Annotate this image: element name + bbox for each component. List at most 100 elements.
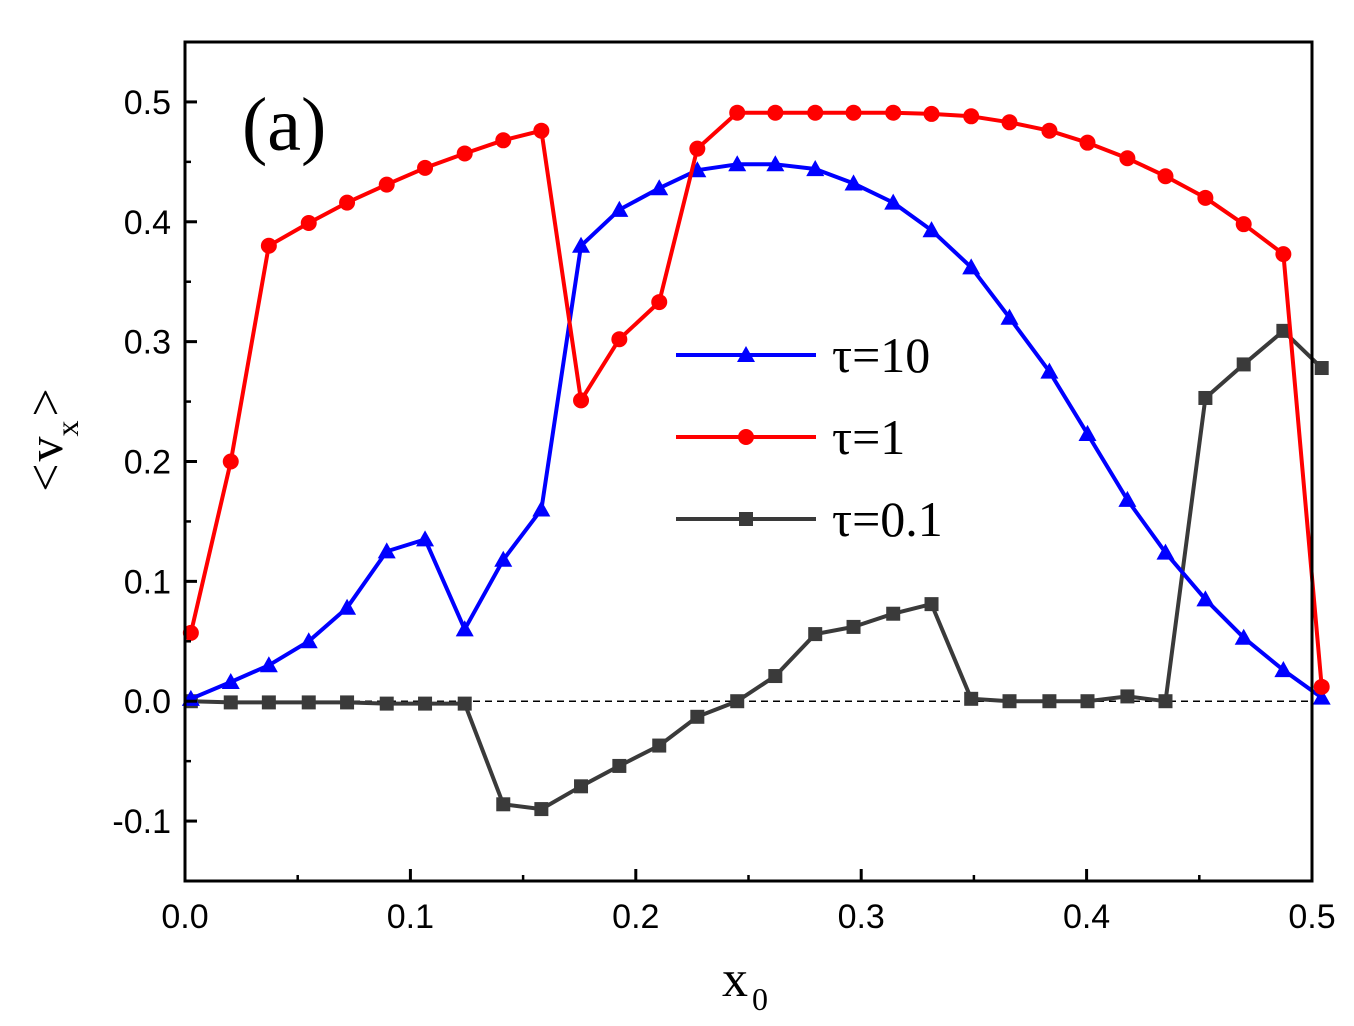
data-point — [1275, 246, 1292, 263]
series-square — [183, 323, 1329, 817]
data-point — [1041, 122, 1058, 139]
data-point — [728, 155, 747, 172]
y-axis-label-main: v — [17, 437, 73, 462]
x-axis-label-subscript: 0 — [752, 981, 768, 1017]
data-point — [1078, 424, 1097, 441]
y-axis-label-subscript: x — [49, 421, 85, 437]
data-point — [496, 797, 511, 812]
data-point — [689, 140, 706, 157]
data-point — [223, 695, 238, 710]
data-point — [379, 696, 394, 711]
data-point — [924, 597, 939, 612]
data-point — [1313, 678, 1330, 695]
data-point — [378, 176, 395, 193]
y-tick-label: 0.3 — [124, 324, 171, 362]
data-point — [1000, 308, 1019, 325]
data-point — [766, 155, 785, 172]
x-tick-label: 0.0 — [161, 898, 208, 936]
data-point — [1119, 150, 1136, 167]
x-axis-label-main: x — [722, 951, 748, 1008]
data-point — [808, 627, 823, 642]
series-circle — [182, 104, 1330, 695]
series-layer — [181, 104, 1331, 817]
data-point — [844, 174, 863, 191]
y-tick-label: 0.0 — [124, 683, 171, 721]
data-point — [767, 104, 784, 121]
data-point — [1312, 688, 1331, 705]
data-point — [1198, 390, 1213, 405]
data-point — [377, 542, 396, 559]
data-point — [534, 802, 549, 817]
data-point — [417, 159, 434, 176]
data-point — [261, 695, 276, 710]
data-point — [611, 331, 628, 348]
legend-label: τ=1 — [832, 409, 905, 465]
data-point — [300, 214, 317, 231]
data-point — [651, 294, 668, 311]
data-point — [260, 237, 277, 254]
data-point — [1236, 357, 1251, 372]
legend-item: τ=1 — [676, 409, 905, 465]
x-tick-label: 0.2 — [612, 898, 659, 936]
data-point — [457, 696, 472, 711]
data-point — [1196, 590, 1215, 607]
data-point — [845, 104, 862, 121]
plot-frame — [183, 40, 1314, 883]
data-point — [1118, 490, 1137, 507]
data-point — [301, 695, 316, 710]
data-point — [494, 550, 513, 567]
data-point — [885, 104, 902, 121]
data-point — [338, 598, 357, 615]
y-axis-label: <vx > — [17, 388, 85, 491]
x-tick-label: 0.4 — [1063, 898, 1110, 936]
data-point — [339, 194, 356, 211]
data-point — [1158, 694, 1173, 709]
data-point — [259, 656, 278, 673]
y-tick-label: 0.4 — [124, 204, 171, 242]
data-point — [495, 132, 512, 149]
data-point — [299, 632, 318, 649]
data-point — [1042, 694, 1057, 709]
data-point — [572, 236, 591, 253]
y-axis-label-text: <vx > — [17, 388, 85, 491]
x-tick-label: 0.3 — [838, 898, 885, 936]
x-tick-label: 0.1 — [387, 898, 434, 936]
data-point — [1234, 628, 1253, 645]
data-point — [532, 500, 551, 517]
y-tick-label: 0.5 — [124, 84, 171, 122]
data-point — [1040, 362, 1059, 379]
data-point — [922, 221, 941, 238]
y-tick-label: 0.2 — [124, 444, 171, 482]
data-point — [416, 530, 435, 547]
data-point — [574, 779, 589, 794]
data-point — [652, 738, 667, 753]
data-point — [768, 669, 783, 684]
data-point — [455, 620, 474, 637]
series-line — [188, 110, 1324, 687]
data-point — [612, 758, 627, 773]
legend-marker — [739, 512, 753, 526]
data-point — [729, 104, 746, 121]
panel-label: (a) — [242, 83, 326, 167]
data-point — [1157, 168, 1174, 185]
data-point — [1079, 134, 1096, 151]
data-point — [730, 694, 745, 709]
data-point — [806, 160, 825, 177]
data-point — [610, 200, 629, 217]
data-point — [884, 193, 903, 210]
data-point — [1001, 114, 1018, 131]
ticks-layer: 0.0 0.1 0.2 0.3 0.4 0.5 -0.1 0.0 0.1 0.2 0.3 0.4 0.5 — [112, 40, 1336, 936]
x-axis-label: x 0 — [722, 951, 768, 1017]
legend-label: τ=0.1 — [832, 491, 943, 547]
data-point — [846, 619, 861, 634]
series-line — [190, 162, 1323, 701]
data-point — [418, 696, 433, 711]
legend-item: τ=0.1 — [676, 491, 943, 547]
data-point — [964, 691, 979, 706]
data-point — [1276, 323, 1291, 338]
legend-label: τ=10 — [832, 327, 930, 383]
data-point — [573, 392, 590, 409]
legend-item: τ=10 — [676, 327, 930, 383]
y-tick-label: -0.1 — [112, 803, 171, 841]
data-point — [923, 105, 940, 122]
